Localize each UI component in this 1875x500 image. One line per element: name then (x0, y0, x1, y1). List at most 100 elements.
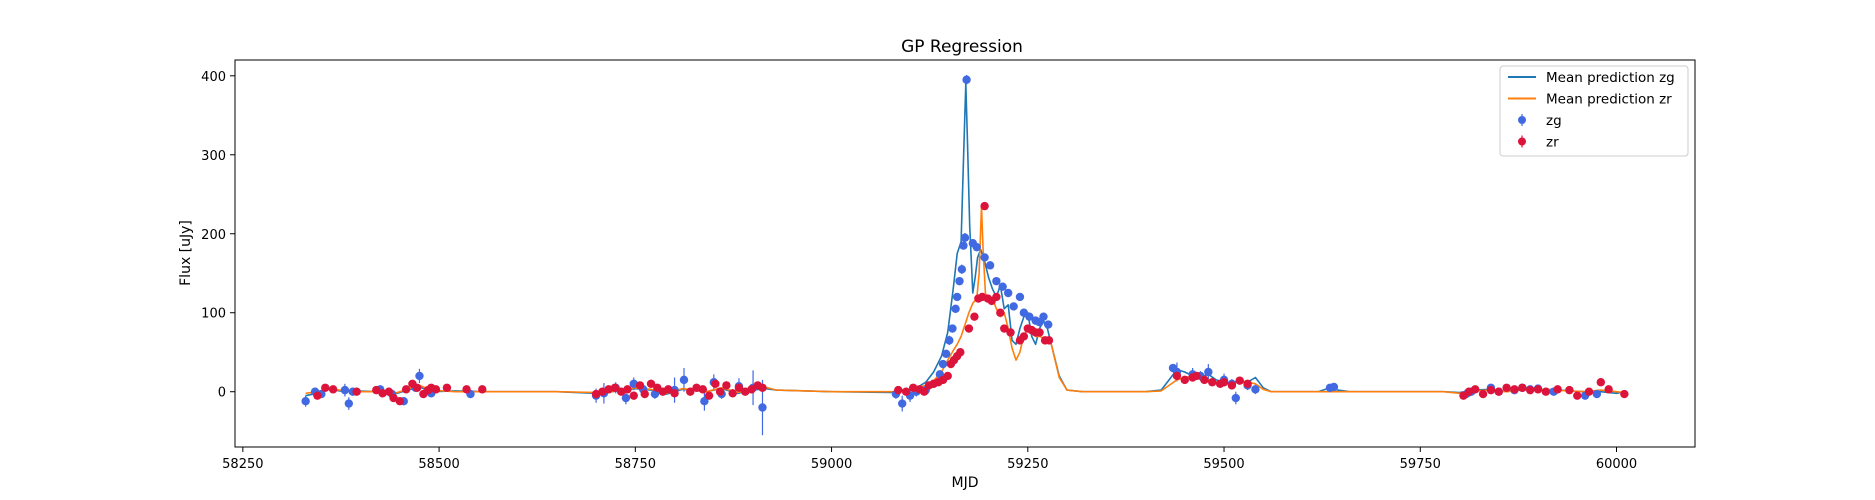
y-axis-ticks: 0 100 200 300 400 (201, 70, 235, 401)
legend-label: zr (1546, 135, 1559, 151)
data-point-zr (1006, 328, 1015, 337)
data-point-zr (943, 371, 952, 381)
data-point-zg (679, 375, 689, 385)
x-tick-label: 60000 (1596, 457, 1637, 472)
data-point-zr (1478, 389, 1488, 399)
data-point-zg (1044, 320, 1053, 329)
y-tick-label: 400 (201, 70, 226, 85)
data-point-zg (955, 276, 964, 286)
data-point-zr (734, 383, 744, 392)
data-point-zg (945, 336, 954, 345)
data-point-zg (301, 396, 310, 406)
data-point-zg (998, 282, 1007, 291)
x-tick-label: 59000 (811, 457, 852, 472)
data-point-zr (1541, 387, 1551, 396)
data-point-zg (1015, 292, 1025, 302)
data-point-zg (985, 261, 995, 270)
data-point-zr (1486, 385, 1496, 395)
data-point-zr (728, 389, 737, 398)
data-point-zr (1584, 387, 1594, 396)
x-tick-label: 59750 (1400, 457, 1441, 472)
data-point-zr (640, 389, 649, 399)
legend-marker-swatch (1518, 116, 1526, 124)
data-point-zr (894, 385, 903, 395)
data-point-zr (670, 389, 679, 398)
data-point-zr (431, 385, 441, 394)
data-point-zg (1251, 385, 1260, 394)
data-point-zr (1243, 379, 1252, 389)
data-point-zg (415, 371, 424, 381)
data-point-zg (621, 393, 631, 403)
data-point-zg (962, 75, 971, 84)
data-point-zr (901, 387, 911, 396)
data-point-zg (1204, 367, 1213, 377)
x-tick-label: 58750 (615, 457, 656, 472)
data-point-zr (384, 387, 394, 396)
data-point-zr (1180, 375, 1189, 385)
data-point-zr (1518, 383, 1527, 392)
data-point-zr (964, 324, 974, 333)
data-point-zg (972, 242, 981, 252)
data-point-zg (959, 241, 968, 250)
data-point-zg (1231, 393, 1241, 403)
data-point-zr (328, 385, 338, 394)
data-point-zr (1019, 332, 1029, 341)
data-point-zr (313, 391, 322, 400)
data-point-zr (1573, 391, 1582, 400)
data-point-zg (700, 396, 709, 406)
data-point-zr (698, 385, 708, 394)
data-point-zr (1219, 378, 1229, 387)
data-point-zr (1192, 371, 1201, 381)
data-point-zr (996, 308, 1005, 317)
data-point-zr (992, 292, 1001, 302)
x-axis-ticks: 58250 58500 58750 59000 59250 59500 59750 60000 (222, 447, 1637, 472)
data-point-zr (478, 385, 487, 394)
data-point-zr (758, 383, 767, 392)
data-point-zr (1620, 389, 1629, 399)
data-point-zr (715, 387, 725, 396)
data-point-zr (378, 389, 387, 398)
data-point-zr (1565, 385, 1574, 395)
y-axis-label: Flux [uJy] (178, 220, 194, 286)
data-point-zr (1471, 385, 1480, 394)
data-point-zr (704, 391, 714, 400)
data-point-zr (1172, 371, 1182, 381)
data-point-zr (908, 383, 918, 392)
legend-label: Mean prediction zg (1546, 70, 1675, 86)
data-point-zg (992, 276, 1001, 286)
legend: Mean prediction zg Mean prediction zr zg zr (1499, 65, 1689, 157)
data-point-zr (1000, 324, 1009, 333)
legend-box (1499, 65, 1689, 157)
data-point-zr (1227, 381, 1237, 390)
data-point-zr (389, 393, 398, 403)
data-point-zg (957, 265, 967, 274)
data-point-zr (686, 387, 695, 396)
data-point-zg (1025, 312, 1034, 321)
data-point-zr (629, 391, 638, 400)
x-tick-label: 58500 (418, 457, 459, 472)
data-point-zr (919, 387, 929, 396)
data-point-zr (352, 387, 361, 396)
data-point-zg (952, 292, 962, 302)
data-point-zr (1525, 385, 1535, 395)
plot-area (301, 75, 1629, 436)
data-point-zg (650, 389, 660, 399)
data-point-zr (1235, 376, 1244, 385)
data-point-zr (442, 383, 452, 392)
y-tick-label: 200 (201, 228, 226, 243)
data-point-zg (1329, 382, 1339, 392)
y-tick-label: 100 (201, 307, 226, 322)
data-point-zg (629, 379, 638, 389)
data-point-zg (340, 385, 350, 395)
data-point-zg (938, 359, 948, 369)
data-point-zr (395, 396, 405, 406)
data-point-zr (956, 348, 965, 357)
data-point-zr (664, 385, 673, 394)
data-point-zr (372, 385, 381, 395)
data-point-zr (1044, 336, 1054, 345)
y-tick-label: 300 (201, 149, 226, 164)
data-point-zr (1502, 383, 1511, 392)
data-point-zg (941, 349, 951, 359)
x-axis-label: MJD (952, 475, 979, 491)
data-point-zg (1003, 288, 1013, 298)
